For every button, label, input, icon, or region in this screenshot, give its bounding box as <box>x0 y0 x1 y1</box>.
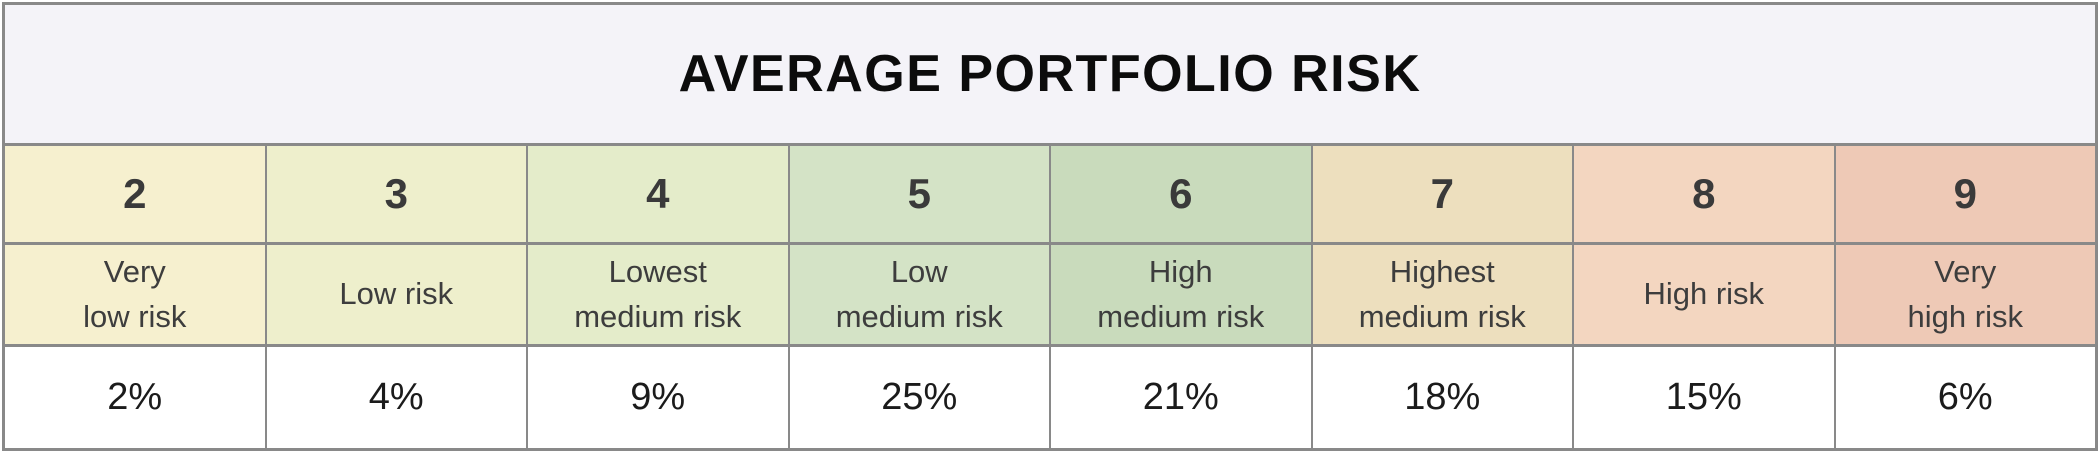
risk-score-cell-9: 9 <box>1835 146 2095 242</box>
risk-label-cell-8: High risk <box>1574 245 1834 344</box>
risk-label-cell-5: Low medium risk <box>789 245 1049 344</box>
risk-score-cell-3: 3 <box>266 146 526 242</box>
percent-cell-3: 4% <box>266 347 526 448</box>
risk-label-cell-9: Very high risk <box>1835 245 2095 344</box>
risk-label-cell-3: Low risk <box>266 245 526 344</box>
risk-score-cell-8: 8 <box>1574 146 1834 242</box>
risk-score-cell-4: 4 <box>528 146 788 242</box>
percent-cell-8: 15% <box>1574 347 1834 448</box>
risk-score-cell-6: 6 <box>1051 146 1311 242</box>
risk-label-cell-6: High medium risk <box>1051 245 1311 344</box>
percent-cell-9: 6% <box>1835 347 2095 448</box>
percent-cell-4: 9% <box>528 347 788 448</box>
risk-label-cell-4: Lowest medium risk <box>528 245 788 344</box>
risk-score-cell-2: 2 <box>5 146 265 242</box>
table-header: AVERAGE PORTFOLIO RISK <box>5 5 2095 143</box>
percent-cell-2: 2% <box>5 347 265 448</box>
percent-cell-7: 18% <box>1312 347 1572 448</box>
percent-cell-6: 21% <box>1051 347 1311 448</box>
risk-score-cell-7: 7 <box>1312 146 1572 242</box>
percent-cell-5: 25% <box>789 347 1049 448</box>
table-title: AVERAGE PORTFOLIO RISK <box>678 45 1422 103</box>
risk-label-cell-7: Highest medium risk <box>1312 245 1572 344</box>
risk-score-cell-5: 5 <box>789 146 1049 242</box>
risk-label-cell-2: Very low risk <box>5 245 265 344</box>
